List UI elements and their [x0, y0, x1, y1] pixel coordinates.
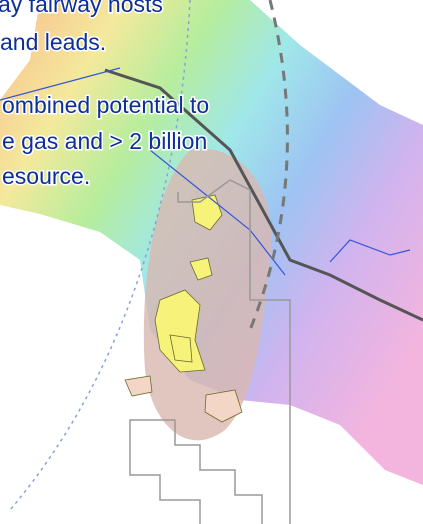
leads — [124, 194, 243, 423]
boundary-dotted — [9, 0, 191, 511]
boundary-dashed — [248, 0, 289, 331]
text-line: ay fairway hosts — [0, 0, 163, 17]
licence-block — [129, 179, 291, 524]
text-line: ombined potential to — [2, 92, 209, 118]
road — [104, 68, 423, 322]
text-line: e gas and > 2 billion — [2, 128, 207, 154]
description: ay fairway hosts and leads. ombined pote… — [0, 0, 211, 191]
text-line: esource. — [2, 163, 90, 189]
text-line: and leads. — [0, 29, 106, 55]
